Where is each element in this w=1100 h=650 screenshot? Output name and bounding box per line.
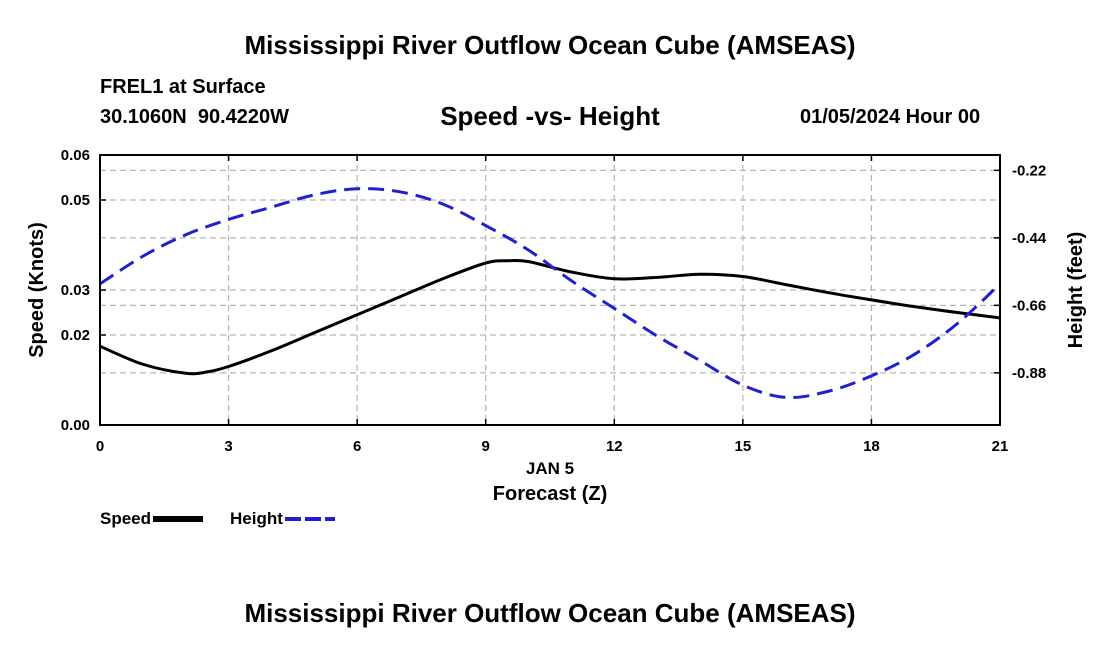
grid-lines xyxy=(100,154,1000,425)
y-axis-right-label: Height (feet) xyxy=(1065,232,1087,349)
x-tick-label: 21 xyxy=(992,438,1009,455)
y-right-tick-label: -0.22 xyxy=(1012,162,1046,179)
axis-ticks: 0 3 6 9 12 15 18 21 0.00 0.02 0.03 0.05 0.06 -0.22 -0.… xyxy=(61,147,1047,455)
x-tick-label: 0 xyxy=(96,438,104,455)
y-left-tick-label: 0.02 xyxy=(61,327,90,344)
legend-speed: Speed xyxy=(100,509,204,529)
x-tick-label: 3 xyxy=(224,438,232,455)
x-tick-label: 12 xyxy=(606,438,623,455)
y-right-tick-label: -0.88 xyxy=(1012,365,1046,382)
legend-height-label: Height xyxy=(230,509,283,528)
y-right-tick-label: -0.66 xyxy=(1012,297,1046,314)
main-title: Mississippi River Outflow Ocean Cube (AM… xyxy=(244,30,856,60)
x-tick-label: 18 xyxy=(863,438,880,455)
x-tick-label: 15 xyxy=(735,438,752,455)
station-label: FREL1 at Surface xyxy=(100,76,266,98)
speed-series-line xyxy=(99,258,1001,376)
y-left-tick-label: 0.00 xyxy=(61,417,90,434)
legend-height-swatch xyxy=(284,517,335,521)
y-left-tick-label: 0.03 xyxy=(61,282,90,299)
y-right-tick-label: -0.44 xyxy=(1012,230,1047,247)
x-tick-label: 6 xyxy=(353,438,361,455)
x-axis-label: Forecast (Z) xyxy=(493,483,607,505)
legend-height: Height xyxy=(230,509,335,529)
legend-speed-label: Speed xyxy=(100,509,152,528)
footer-title: Mississippi River Outflow Ocean Cube (AM… xyxy=(244,598,856,628)
chart-subtitle: Speed -vs- Height xyxy=(440,101,660,131)
height-series-line xyxy=(99,187,1002,400)
y-left-tick-label: 0.05 xyxy=(61,192,90,209)
x-axis-date-label: JAN 5 xyxy=(526,459,574,478)
y-left-tick-label: 0.06 xyxy=(61,147,90,164)
series-layer xyxy=(99,187,1002,400)
y-axis-left-label: Speed (Knots) xyxy=(26,222,48,358)
legend-speed-swatch xyxy=(153,516,204,522)
coordinates-label: 30.1060N 90.4220W xyxy=(100,106,290,128)
x-tick-label: 9 xyxy=(482,438,490,455)
date-label: 01/05/2024 Hour 00 xyxy=(800,106,981,128)
